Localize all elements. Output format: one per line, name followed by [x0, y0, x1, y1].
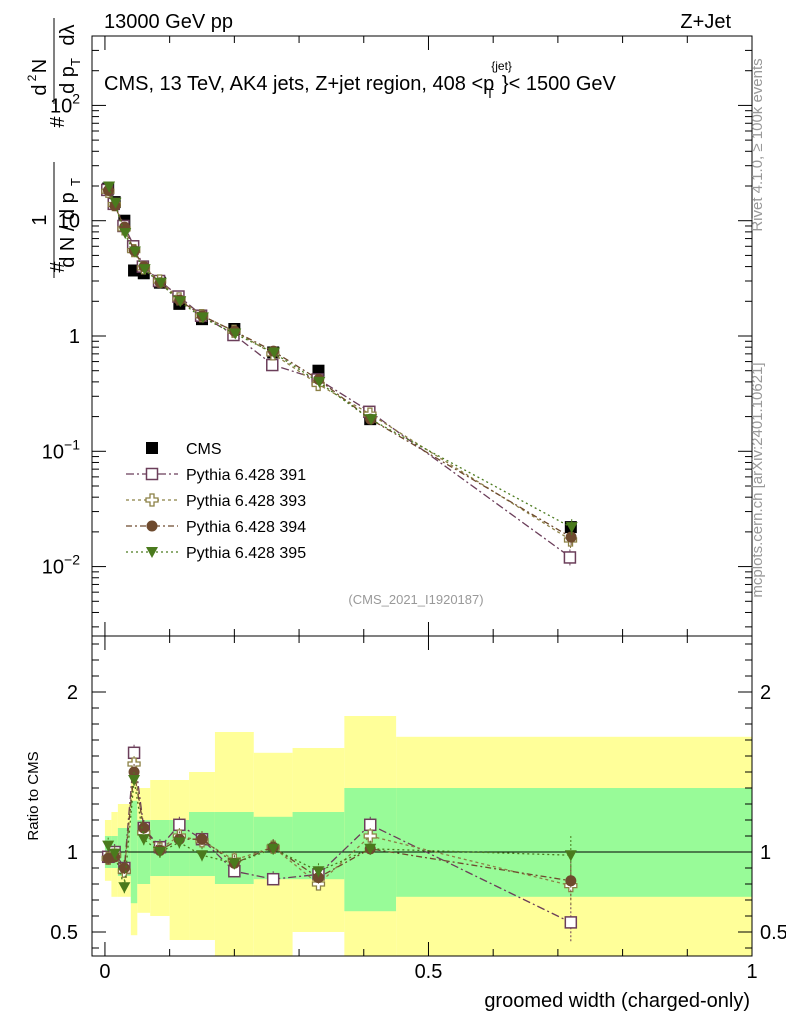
- title-part: CMS, 13 TeV, AK4 jets, Z+jet region, 408…: [104, 73, 483, 95]
- ratio-point: [363, 829, 377, 843]
- ratio-point: [312, 872, 324, 884]
- y-tick-base: 10: [50, 95, 72, 117]
- ratio-point: [118, 882, 131, 894]
- ylabel-sub2: T: [68, 58, 83, 66]
- legend-marker: [146, 520, 158, 532]
- data-point-mc: [313, 376, 326, 388]
- series-line-3: [107, 190, 572, 538]
- chart-title: CMS, 13 TeV, AK4 jets, Z+jet region, 408…: [104, 59, 617, 101]
- legend-label: Pythia 6.428 395: [186, 545, 306, 562]
- legend-marker: [145, 467, 159, 481]
- legend-marker: [146, 442, 158, 454]
- ylabel-one: 1: [29, 214, 51, 225]
- x-tick-label: 0: [99, 961, 110, 983]
- legend-label: Pythia 6.428 391: [186, 467, 306, 484]
- ylabel-sq: 2: [25, 74, 39, 81]
- ratio-y-tick-label-right: 2: [760, 682, 771, 704]
- ylabel-hash: #: [47, 261, 69, 273]
- watermark: (CMS_2021_I1920187): [348, 592, 483, 607]
- ratio-point: [196, 850, 208, 862]
- y-tick-label: 10: [58, 211, 80, 233]
- data-point-mc: [196, 312, 209, 324]
- ratio-point: [108, 848, 121, 860]
- ylabel-denom: d N / d p: [57, 192, 79, 268]
- ratio-point: [153, 847, 166, 858]
- y-tick-label: 10−1: [42, 436, 80, 463]
- ylabel-sub: T: [68, 178, 83, 186]
- data-point-mc: [174, 296, 187, 308]
- title-p: p: [483, 73, 494, 95]
- legend-label: Pythia 6.428 393: [186, 493, 306, 510]
- data-point-mc: [268, 347, 281, 359]
- title-part: }< 1500 GeV: [502, 73, 617, 95]
- ratio-point: [102, 840, 115, 852]
- y-tick-base: 10: [42, 557, 64, 579]
- ratio-point: [196, 833, 208, 845]
- side-mcplots: mcplots.cern.ch [arXiv:2401.10621]: [749, 362, 766, 597]
- series-line-1: [107, 189, 572, 558]
- ratio-point: [312, 866, 325, 878]
- x-tick-label: 0.5: [415, 961, 443, 983]
- data-point-mc: [565, 522, 578, 534]
- y-tick-base: 10: [42, 441, 64, 463]
- ylabel-n: N: [29, 59, 51, 73]
- ratio-point: [128, 775, 141, 786]
- ratio-point: [364, 843, 377, 855]
- header-right: Z+Jet: [680, 11, 731, 33]
- title-sup: {jet}: [491, 59, 512, 73]
- data-point-mc: [138, 264, 151, 276]
- ratio-point: [266, 872, 280, 886]
- legend-marker: [145, 493, 159, 507]
- x-tick-label: 1: [746, 961, 757, 983]
- data-point-mc: [128, 246, 141, 258]
- ratio-y-tick-label-right: 1: [760, 842, 771, 864]
- data-point-mc: [119, 228, 132, 240]
- title-sub: T: [486, 86, 494, 101]
- data-point-mc: [563, 551, 577, 564]
- legend-label: CMS: [186, 441, 222, 458]
- ratio-point: [564, 850, 577, 862]
- series-line-4: [107, 186, 572, 528]
- x-axis-label: groomed width (charged-only): [484, 990, 750, 1012]
- ratio-point: [565, 875, 577, 887]
- series-line-2: [107, 190, 572, 541]
- ratio-frame: [91, 635, 753, 957]
- data-point-mc: [365, 414, 378, 426]
- data-point-mc: [565, 531, 577, 543]
- ratio-point: [267, 843, 280, 855]
- data-point-mc: [266, 358, 279, 372]
- ratio-y-axis-label: Ratio to CMS: [25, 751, 42, 840]
- ratio-point: [173, 837, 186, 849]
- header-left: 13000 GeV pp: [104, 11, 233, 33]
- y-tick-label: 10−2: [42, 552, 80, 579]
- data-point-mc: [229, 328, 242, 340]
- y-tick-exp: −2: [64, 552, 80, 568]
- y-tick-exp: −1: [64, 436, 80, 452]
- ylabel-dp: d p: [57, 66, 79, 94]
- legend-marker: [146, 547, 158, 558]
- ylabel-dl: dλ: [57, 24, 79, 45]
- ratio-point: [118, 862, 130, 874]
- side-rivet: Rivet 4.1.0, ≥ 100k events: [749, 58, 766, 231]
- legend-label: Pythia 6.428 394: [186, 519, 306, 536]
- y-tick-exp: 2: [72, 90, 80, 106]
- data-point-mc: [109, 197, 122, 209]
- ratio-point: [137, 834, 150, 846]
- ratio-y-tick-label-right: 0.5: [760, 922, 786, 944]
- ratio-point: [138, 822, 150, 834]
- ratio-y-tick-label: 2: [67, 682, 78, 704]
- data-point-mc: [154, 277, 167, 289]
- ratio-y-tick-label: 0.5: [50, 922, 78, 944]
- ratio-point: [564, 916, 578, 929]
- ratio-y-tick-label: 1: [67, 842, 78, 864]
- y-tick-label: 1: [69, 326, 80, 348]
- ratio-point: [228, 858, 241, 870]
- data-point-mc: [103, 181, 116, 193]
- y-tick-label: 102: [50, 90, 80, 117]
- ylabel-num: d: [29, 84, 51, 95]
- ylabel-hash2: #: [47, 116, 69, 128]
